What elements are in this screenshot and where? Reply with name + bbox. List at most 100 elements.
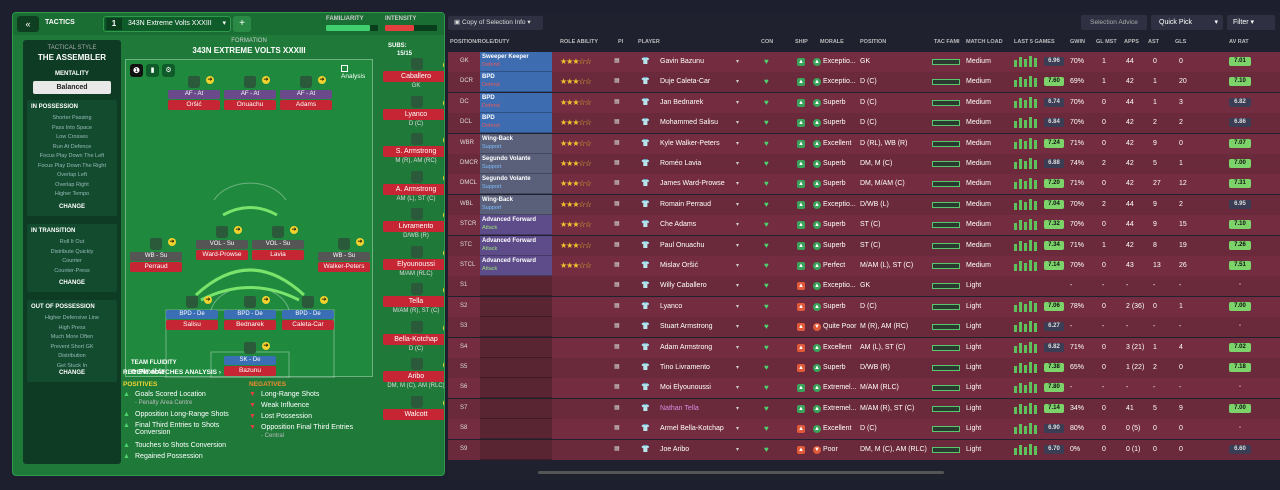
analysis-toggle[interactable]: Analysis bbox=[341, 65, 372, 80]
settings-icon[interactable]: ⚙ bbox=[162, 64, 175, 77]
player-name[interactable]: Gavin Bazunu bbox=[660, 58, 704, 65]
role-cell[interactable] bbox=[480, 378, 552, 399]
player-name[interactable]: Tino Livramento bbox=[660, 364, 710, 371]
move-arrow-icon[interactable]: ➔ bbox=[443, 136, 444, 144]
chevron-down-icon[interactable]: ▾ bbox=[736, 222, 740, 229]
chevron-down-icon[interactable]: ▾ bbox=[736, 324, 740, 331]
player-name[interactable]: Adams bbox=[280, 100, 332, 110]
move-arrow-icon[interactable]: ➔ bbox=[443, 98, 444, 107]
pi-icon[interactable]: ▦ bbox=[614, 404, 620, 411]
player-role[interactable]: VOL - Su bbox=[252, 240, 304, 249]
player-shirt[interactable] bbox=[272, 226, 284, 238]
player-name[interactable]: Ward-Prowse bbox=[196, 250, 248, 260]
column-header[interactable]: APPS bbox=[1124, 39, 1139, 45]
roles-icon[interactable]: ❶ bbox=[130, 64, 143, 77]
move-arrow-icon[interactable]: ➔ bbox=[262, 342, 270, 350]
role-cell[interactable]: BPD Defend bbox=[480, 113, 552, 134]
pi-icon[interactable]: ▦ bbox=[614, 262, 620, 268]
move-arrow-icon[interactable]: ➔ bbox=[318, 76, 326, 84]
role-cell[interactable]: Advanced Forward Attack bbox=[480, 256, 552, 276]
role-cell[interactable]: BPD Defend bbox=[480, 72, 552, 93]
add-tactic-button[interactable]: + bbox=[233, 16, 251, 32]
role-cell[interactable]: Advanced Forward Attack bbox=[480, 215, 552, 236]
pi-icon[interactable]: ▦ bbox=[614, 139, 620, 146]
player-shirt[interactable] bbox=[188, 76, 200, 88]
player-shirt[interactable] bbox=[338, 238, 350, 250]
pi-icon[interactable]: ▦ bbox=[614, 160, 620, 166]
player-name[interactable]: Kyle Walker-Peters bbox=[660, 139, 720, 147]
role-cell[interactable]: Segundo Volante Support bbox=[480, 154, 552, 174]
player-name[interactable]: Perraud bbox=[130, 262, 182, 272]
table-row[interactable]: S6 ▦ 👕 Moi Elyounoussi ▾ ♥ ▲ ▲ Extremel... M/AM (… bbox=[448, 378, 1280, 399]
role-cell[interactable]: BPD Defend bbox=[480, 92, 552, 113]
sub-name[interactable]: A. Armstrong bbox=[383, 183, 444, 195]
chevron-down-icon[interactable]: ▾ bbox=[736, 59, 740, 65]
move-arrow-icon[interactable]: ➔ bbox=[443, 173, 444, 182]
chevron-down-icon[interactable]: ▾ bbox=[736, 405, 740, 412]
player-shirt[interactable] bbox=[244, 296, 256, 308]
chevron-down-icon[interactable]: ▾ bbox=[736, 385, 740, 392]
in-possession-change-button[interactable]: CHANGE bbox=[58, 204, 85, 210]
move-arrow-icon[interactable]: ➔ bbox=[356, 238, 364, 246]
column-header[interactable]: GWIN bbox=[1070, 39, 1085, 45]
chevron-down-icon[interactable]: ▾ bbox=[736, 99, 740, 106]
role-cell[interactable] bbox=[480, 398, 552, 419]
column-header[interactable]: AST bbox=[1148, 39, 1159, 45]
copy-selection-dropdown[interactable]: ▣ Copy of Selection Info ▾ bbox=[448, 16, 543, 30]
column-header[interactable]: MATCH LOAD bbox=[966, 39, 1003, 45]
table-row[interactable]: DC BPD Defend ★★★☆☆ ▦ 👕 Jan Bednarek ▾ ♥ ▲ ▲ Superb… bbox=[448, 92, 1280, 113]
player-name[interactable]: Roméo Lavia bbox=[660, 160, 702, 167]
table-row[interactable]: STCR Advanced Forward Attack ★★★☆☆ ▦ 👕 Che Ada… bbox=[448, 215, 1280, 236]
column-header[interactable]: TAC FAMI bbox=[934, 39, 960, 45]
table-row[interactable]: S5 ▦ 👕 Tino Livramento ▾ ♥ ▲ ▲ Superb D/WB (R) Lig… bbox=[448, 358, 1280, 378]
player-role[interactable]: AF - At bbox=[224, 90, 276, 99]
player-name[interactable]: Nathan Tella bbox=[660, 404, 699, 412]
pi-icon[interactable]: ▦ bbox=[614, 58, 620, 64]
player-name[interactable]: Caleta-Car bbox=[282, 320, 334, 330]
move-arrow-icon[interactable]: ➔ bbox=[443, 323, 444, 332]
player-name[interactable]: Duje Caleta-Car bbox=[660, 78, 711, 86]
sub-name[interactable]: S. Armstrong bbox=[383, 146, 444, 157]
player-role[interactable]: WB - Su bbox=[318, 252, 370, 261]
tactic-tab[interactable]: 1 343N Extreme Volts XXXIII ▾ bbox=[103, 16, 231, 32]
table-row[interactable]: WBR Wing-Back Support ★★★☆☆ ▦ 👕 Kyle Walker-Pe… bbox=[448, 133, 1280, 154]
player-name[interactable]: Armel Bella-Kotchap bbox=[660, 425, 724, 433]
chevron-down-icon[interactable]: ▾ bbox=[736, 120, 740, 127]
player-name[interactable]: Lyanco bbox=[660, 302, 683, 310]
move-arrow-icon[interactable]: ➔ bbox=[443, 248, 444, 257]
horizontal-scrollbar[interactable] bbox=[538, 471, 944, 474]
sub-name[interactable]: Walcott bbox=[383, 408, 444, 420]
selection-advice-button[interactable]: Selection Advice bbox=[1081, 15, 1147, 30]
column-header[interactable]: GLS bbox=[1175, 39, 1187, 45]
sub-name[interactable]: Caballero bbox=[383, 71, 444, 82]
role-cell[interactable]: Sweeper Keeper Defend bbox=[480, 52, 552, 72]
move-arrow-icon[interactable]: ➔ bbox=[290, 226, 298, 234]
player-name[interactable]: Oršić bbox=[168, 100, 220, 110]
out-of-possession-change-button[interactable]: CHANGE bbox=[58, 370, 85, 376]
column-header[interactable]: CON bbox=[761, 39, 774, 45]
chevron-down-icon[interactable]: ▾ bbox=[736, 303, 740, 310]
pi-icon[interactable]: ▦ bbox=[614, 200, 620, 207]
player-name[interactable]: Paul Onuachu bbox=[660, 241, 705, 249]
sub-name[interactable]: Elyounoussi bbox=[383, 258, 444, 270]
player-name[interactable]: Romain Perraud bbox=[660, 200, 711, 208]
pi-icon[interactable]: ▦ bbox=[614, 343, 620, 350]
pi-icon[interactable]: ▦ bbox=[614, 445, 620, 452]
chevron-down-icon[interactable]: ▾ bbox=[736, 181, 740, 188]
player-role[interactable]: AF - At bbox=[168, 90, 220, 99]
player-role[interactable]: AF - At bbox=[280, 90, 332, 99]
player-role[interactable]: BPD - De bbox=[282, 310, 334, 319]
role-cell[interactable] bbox=[480, 337, 552, 358]
column-header[interactable]: PI bbox=[618, 39, 624, 45]
table-row[interactable]: GK Sweeper Keeper Defend ★★★☆☆ ▦ 👕 Gavin Bazun… bbox=[448, 52, 1280, 72]
player-name[interactable]: Mohammed Salisu bbox=[660, 119, 718, 127]
table-row[interactable]: S4 ▦ 👕 Adam Armstrong ▾ ♥ ▲ ▲ Excellent AM (L), S… bbox=[448, 337, 1280, 358]
player-shirt[interactable] bbox=[150, 238, 162, 250]
sub-name[interactable]: Bella-Kotchap bbox=[383, 333, 444, 345]
chevron-down-icon[interactable]: ▾ bbox=[736, 263, 740, 269]
player-name[interactable]: Willy Caballero bbox=[660, 282, 707, 290]
player-name[interactable]: Moi Elyounoussi bbox=[660, 384, 711, 392]
pi-icon[interactable]: ▦ bbox=[614, 180, 620, 187]
move-arrow-icon[interactable]: ➔ bbox=[443, 211, 444, 219]
chevron-down-icon[interactable]: ▾ bbox=[736, 446, 740, 453]
